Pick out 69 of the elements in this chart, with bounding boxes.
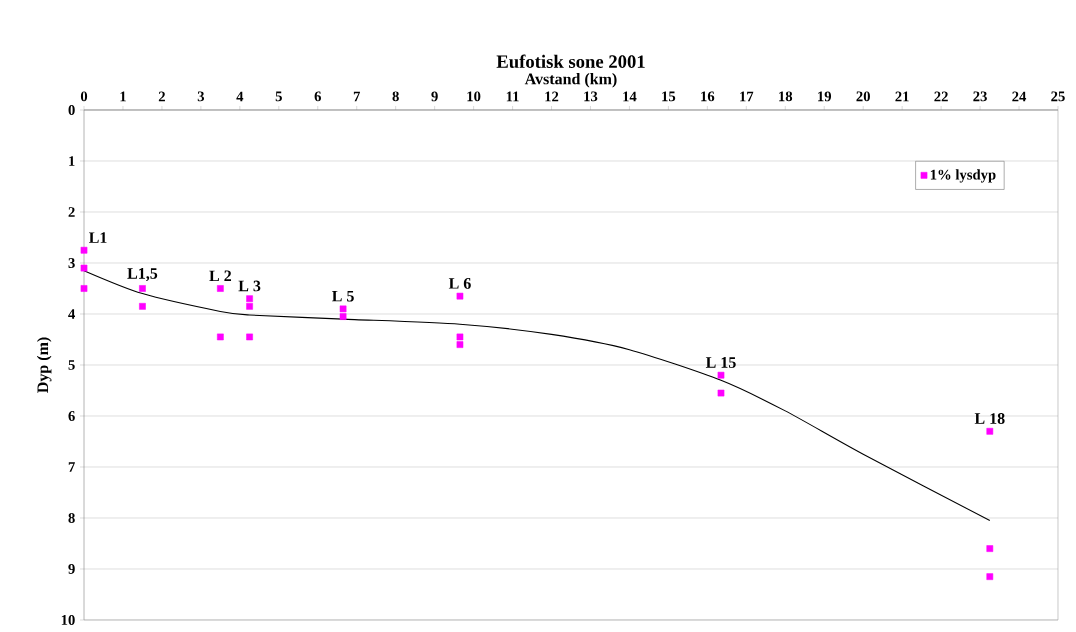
annotation: L 3 [238, 280, 261, 292]
point [456, 341, 464, 348]
x-tick-label: 18 [779, 91, 793, 102]
chart-title: Eufotisk sone 2001 [496, 54, 645, 68]
y-tick-label: 4 [68, 309, 76, 319]
y-tick-label: 9 [68, 564, 75, 574]
point [246, 295, 253, 303]
y-tick-label: 3 [68, 258, 75, 268]
x-tick-label: 3 [197, 91, 205, 102]
legend-label: 1% lysdyp [930, 169, 996, 183]
x-tick-label: 10 [467, 91, 481, 102]
point [339, 305, 347, 313]
annotation: L 15 [705, 357, 736, 368]
x-tick-label: 1 [120, 91, 126, 102]
x-tick-label: 24 [1012, 91, 1027, 102]
point [986, 545, 994, 552]
x-tick-label: 23 [973, 91, 987, 102]
x-tick-label: 16 [701, 91, 715, 102]
point [80, 285, 88, 292]
y-tick-label: 6 [68, 411, 75, 421]
point [456, 333, 464, 341]
y-tick-label: 2 [68, 207, 75, 217]
point [217, 285, 224, 292]
point [217, 333, 224, 341]
x-tick-label: 15 [662, 91, 676, 102]
x-tick-label: 7 [353, 91, 361, 102]
annotation: L1 [88, 232, 107, 243]
x-tick-label: 22 [934, 91, 948, 102]
annotation: L 2 [209, 270, 232, 282]
annotation: L 6 [448, 278, 471, 289]
y-tick-label: 5 [68, 360, 75, 370]
point [80, 264, 88, 272]
x-tick-label: 4 [236, 91, 244, 102]
point [717, 389, 725, 397]
y-tick-label: 0 [68, 105, 75, 115]
x-tick-label: 17 [740, 91, 754, 102]
point [717, 371, 725, 379]
point [139, 285, 146, 292]
annotation: L1,5 [127, 268, 158, 282]
x-tick-label: 21 [895, 91, 909, 102]
x-tick-label: 14 [623, 91, 637, 102]
x-tick-label: 6 [314, 91, 321, 102]
x-tick-label: 11 [506, 91, 519, 102]
y-axis-title: Dyp (m) [36, 337, 52, 393]
point [986, 427, 994, 435]
y-tick-label: 10 [61, 615, 75, 625]
point [139, 303, 146, 310]
point [339, 313, 347, 320]
point [246, 333, 253, 341]
x-tick-label: 13 [584, 91, 598, 102]
point [80, 246, 88, 254]
x-tick-label: 8 [392, 91, 399, 102]
x-tick-label: 9 [431, 91, 438, 102]
annotation: L 18 [974, 413, 1005, 424]
x-tick-label: 12 [545, 91, 559, 102]
point [456, 292, 464, 300]
point [246, 303, 253, 310]
x-tick-label: 19 [818, 91, 832, 102]
x-tick-label: 2 [158, 91, 165, 102]
x-tick-label: 5 [275, 91, 282, 102]
x-axis-title: Avstand (km) [524, 73, 617, 88]
x-tick-label: 0 [80, 91, 88, 102]
x-tick-label: 20 [856, 91, 870, 102]
y-tick-label: 7 [68, 462, 75, 472]
annotation: L 5 [332, 290, 354, 302]
y-tick-label: 8 [68, 513, 75, 523]
x-tick-label: 25 [1051, 91, 1065, 102]
point [986, 573, 994, 580]
y-tick-label: 1 [69, 156, 75, 166]
